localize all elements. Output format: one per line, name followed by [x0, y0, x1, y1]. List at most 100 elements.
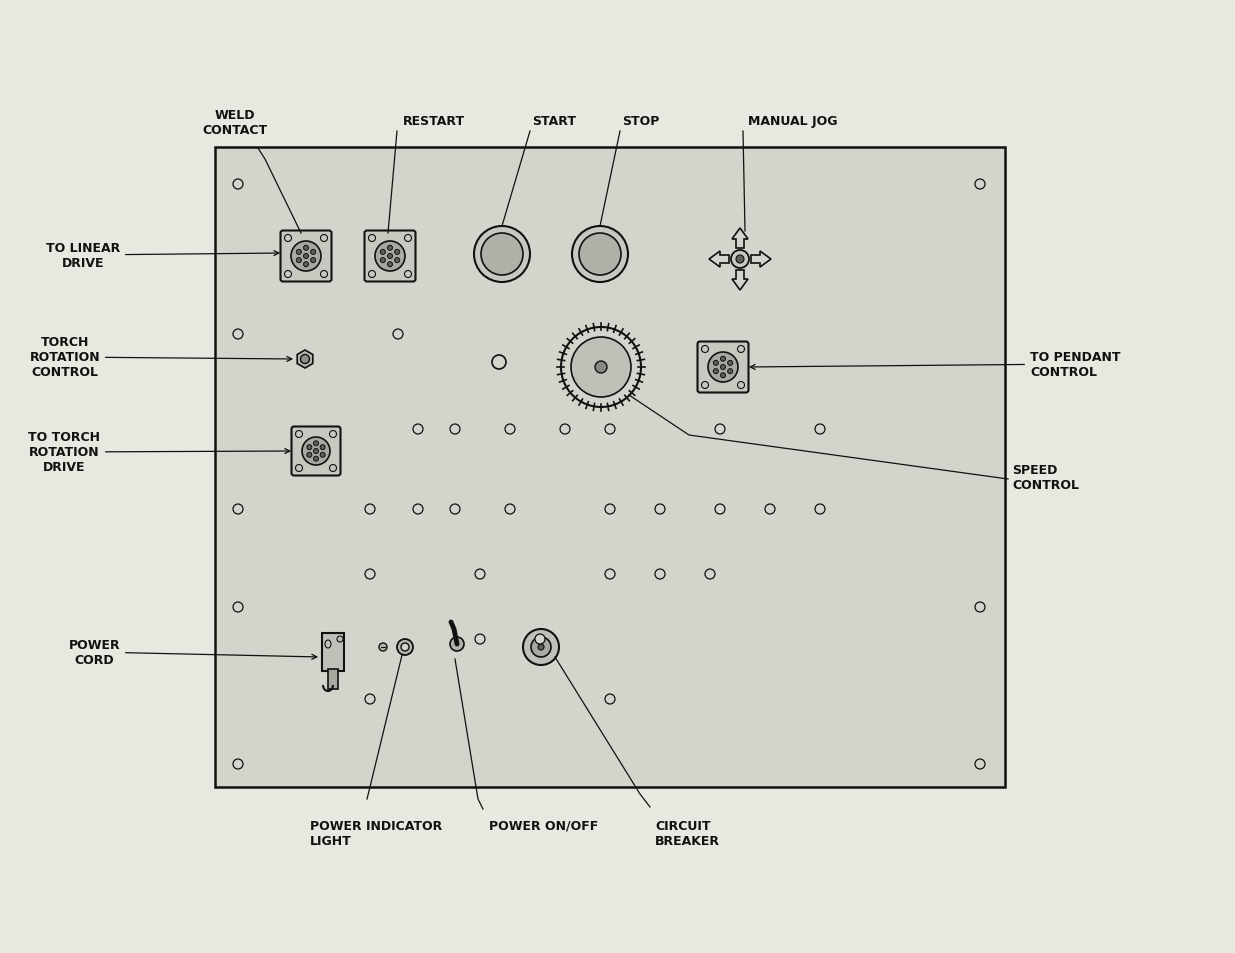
Circle shape — [405, 235, 411, 242]
Circle shape — [380, 258, 385, 263]
Circle shape — [304, 262, 309, 268]
Polygon shape — [732, 271, 748, 291]
Polygon shape — [751, 252, 771, 268]
Text: STOP: STOP — [622, 115, 659, 128]
Circle shape — [388, 262, 393, 268]
Circle shape — [311, 258, 316, 263]
Circle shape — [303, 437, 330, 465]
Circle shape — [595, 361, 606, 374]
Circle shape — [295, 431, 303, 438]
Circle shape — [974, 760, 986, 769]
Circle shape — [337, 637, 343, 642]
Circle shape — [720, 356, 725, 362]
Circle shape — [366, 569, 375, 579]
FancyBboxPatch shape — [698, 342, 748, 393]
Circle shape — [522, 629, 559, 665]
Circle shape — [475, 569, 485, 579]
Circle shape — [330, 465, 336, 472]
FancyBboxPatch shape — [291, 427, 341, 476]
Circle shape — [320, 445, 325, 450]
Circle shape — [736, 255, 743, 264]
Circle shape — [395, 250, 400, 255]
Circle shape — [450, 504, 459, 515]
Circle shape — [531, 638, 551, 658]
Circle shape — [974, 180, 986, 190]
Circle shape — [306, 453, 311, 457]
Circle shape — [375, 242, 405, 272]
Circle shape — [480, 233, 522, 275]
Circle shape — [233, 504, 243, 515]
Circle shape — [233, 760, 243, 769]
Circle shape — [405, 272, 411, 278]
Circle shape — [295, 465, 303, 472]
Circle shape — [330, 431, 336, 438]
Circle shape — [412, 504, 424, 515]
Circle shape — [284, 235, 291, 242]
Circle shape — [233, 602, 243, 613]
Circle shape — [401, 643, 409, 651]
Circle shape — [306, 445, 311, 450]
Circle shape — [701, 382, 709, 389]
Text: MANUAL JOG: MANUAL JOG — [748, 115, 837, 128]
Circle shape — [366, 504, 375, 515]
Circle shape — [396, 639, 412, 656]
Text: TO PENDANT
CONTROL: TO PENDANT CONTROL — [750, 351, 1120, 378]
Circle shape — [296, 258, 301, 263]
Circle shape — [311, 250, 316, 255]
Circle shape — [366, 695, 375, 704]
Circle shape — [450, 638, 464, 651]
Circle shape — [701, 346, 709, 354]
Circle shape — [320, 453, 325, 457]
Circle shape — [505, 504, 515, 515]
Circle shape — [388, 246, 393, 251]
Circle shape — [579, 233, 621, 275]
Circle shape — [715, 504, 725, 515]
Circle shape — [559, 424, 571, 435]
FancyBboxPatch shape — [280, 232, 331, 282]
Bar — [322, 634, 345, 671]
Circle shape — [535, 635, 545, 644]
Circle shape — [321, 272, 327, 278]
Circle shape — [737, 382, 745, 389]
Circle shape — [655, 569, 664, 579]
Circle shape — [764, 504, 776, 515]
Bar — [215, 148, 1005, 787]
Circle shape — [974, 602, 986, 613]
Circle shape — [538, 644, 543, 650]
Circle shape — [474, 227, 530, 283]
Circle shape — [727, 369, 732, 375]
Text: WELD
CONTACT: WELD CONTACT — [203, 109, 268, 137]
Circle shape — [655, 504, 664, 515]
Circle shape — [605, 504, 615, 515]
Circle shape — [450, 424, 459, 435]
Circle shape — [379, 643, 387, 651]
Polygon shape — [732, 229, 748, 249]
Circle shape — [714, 369, 719, 375]
Circle shape — [605, 569, 615, 579]
Circle shape — [737, 346, 745, 354]
Text: SPEED
CONTROL: SPEED CONTROL — [1011, 463, 1079, 492]
Circle shape — [314, 441, 319, 446]
Circle shape — [304, 246, 309, 251]
Text: TO TORCH
ROTATION
DRIVE: TO TORCH ROTATION DRIVE — [28, 431, 290, 474]
Circle shape — [284, 272, 291, 278]
Text: TO LINEAR
DRIVE: TO LINEAR DRIVE — [46, 242, 279, 270]
Circle shape — [492, 355, 506, 370]
Circle shape — [291, 242, 321, 272]
Circle shape — [815, 504, 825, 515]
Circle shape — [314, 456, 319, 461]
Circle shape — [605, 424, 615, 435]
Bar — [329, 669, 338, 689]
Circle shape — [296, 250, 301, 255]
Circle shape — [388, 254, 393, 259]
Text: START: START — [532, 115, 576, 128]
Circle shape — [731, 251, 748, 269]
Circle shape — [314, 449, 319, 454]
Text: CIRCUIT
BREAKER: CIRCUIT BREAKER — [655, 820, 720, 847]
Text: POWER INDICATOR
LIGHT: POWER INDICATOR LIGHT — [310, 820, 442, 847]
Text: POWER
CORD: POWER CORD — [68, 639, 317, 666]
Circle shape — [715, 424, 725, 435]
Circle shape — [380, 250, 385, 255]
Circle shape — [300, 355, 310, 364]
FancyBboxPatch shape — [364, 232, 415, 282]
